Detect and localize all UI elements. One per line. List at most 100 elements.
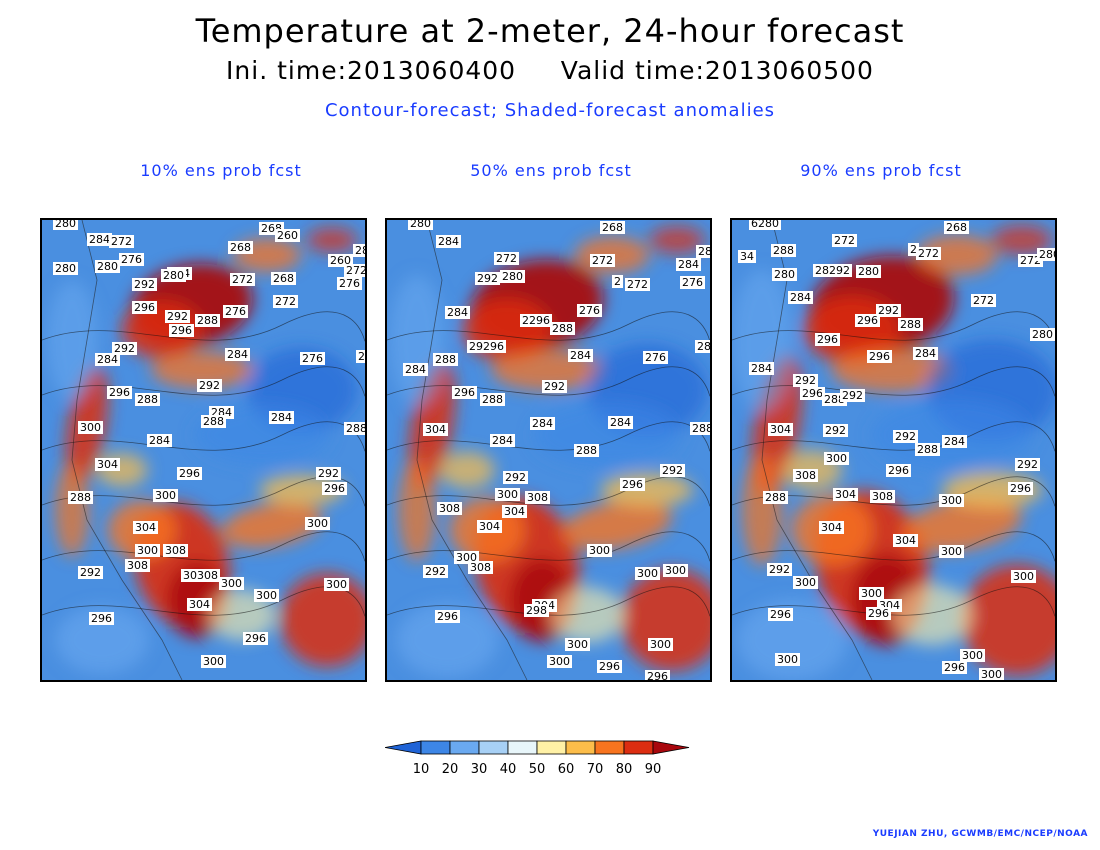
- svg-text:272: 272: [346, 264, 365, 277]
- svg-text:300: 300: [326, 578, 347, 591]
- svg-text:300: 300: [777, 653, 798, 666]
- contour-label: 280: [353, 244, 365, 257]
- contour-label: 296: [866, 607, 891, 620]
- contour-label: 284: [788, 291, 813, 304]
- map-panel-90pct: 6280288272268227227228034280282922802842…: [730, 218, 1057, 682]
- contour-label: 292: [660, 464, 685, 477]
- contour-label: 280: [500, 270, 525, 283]
- svg-text:308: 308: [439, 502, 460, 515]
- svg-text:304: 304: [895, 534, 916, 547]
- svg-text:292: 292: [878, 304, 899, 317]
- contour-label: 296: [942, 661, 967, 674]
- contour-label: 300: [960, 649, 985, 662]
- svg-text:28292: 28292: [815, 264, 850, 277]
- contour-label: 304: [893, 534, 918, 547]
- svg-text:296: 296: [622, 478, 643, 491]
- svg-text:296: 296: [109, 386, 130, 399]
- svg-text:268: 268: [230, 241, 251, 254]
- contour-label: 300: [254, 589, 279, 602]
- contour-label: 296: [620, 478, 645, 491]
- contour-label: 280: [53, 262, 78, 275]
- contour-label: 292: [793, 374, 818, 387]
- colorbar-tick-label: 90: [645, 762, 662, 777]
- svg-text:284: 284: [790, 291, 811, 304]
- svg-text:300: 300: [981, 668, 1002, 680]
- contour-label: 284: [490, 434, 515, 447]
- contour-label: 29296: [467, 340, 506, 353]
- contour-label: 300: [824, 452, 849, 465]
- contour-label: 300: [305, 517, 330, 530]
- svg-text:296: 296: [245, 632, 266, 645]
- contour-label: 308: [437, 502, 462, 515]
- contour-label: 268: [271, 272, 296, 285]
- contour-label: 300: [775, 653, 800, 666]
- svg-text:300: 300: [203, 655, 224, 668]
- svg-text:272: 272: [834, 234, 855, 247]
- panel-title-90pct: 90% ens prob fcst: [800, 161, 962, 180]
- contour-label: 272: [625, 278, 650, 291]
- contour-label: 292: [503, 471, 528, 484]
- contour-label: 296: [169, 324, 194, 337]
- contour-label: 296: [452, 386, 477, 399]
- contour-label: 304: [133, 521, 158, 534]
- svg-text:280: 280: [355, 244, 365, 257]
- svg-text:276: 276: [645, 351, 666, 364]
- contour-label: 300: [547, 655, 572, 668]
- svg-text:280: 280: [410, 220, 431, 230]
- contour-label: 276: [337, 277, 362, 290]
- svg-text:292: 292: [505, 471, 526, 484]
- contour-label: 284: [445, 306, 470, 319]
- contour-label: 276: [680, 276, 705, 289]
- credit-text: YUEJIAN ZHU, GCWMB/EMC/NCEP/NOAA: [872, 829, 1088, 839]
- contour-label: 280: [1030, 328, 1055, 341]
- svg-text:268: 268: [273, 272, 294, 285]
- svg-text:300: 300: [497, 488, 518, 501]
- contour-label: 292: [132, 278, 157, 291]
- svg-text:300: 300: [155, 489, 176, 502]
- svg-text:284: 284: [97, 353, 118, 366]
- svg-text:260: 260: [330, 254, 351, 267]
- contour-label: 300: [454, 551, 479, 564]
- svg-text:308: 308: [127, 559, 148, 572]
- svg-text:292: 292: [895, 430, 916, 443]
- svg-text:276: 276: [225, 305, 246, 318]
- contour-label: 292: [475, 272, 500, 285]
- contour-label: 268: [944, 221, 969, 234]
- svg-text:304: 304: [97, 458, 118, 471]
- svg-text:304: 304: [189, 598, 210, 611]
- contour-label: 292: [78, 566, 103, 579]
- contour-label: 2: [908, 243, 919, 256]
- svg-text:276: 276: [121, 253, 142, 266]
- svg-text:296: 296: [888, 464, 909, 477]
- svg-text:288: 288: [203, 415, 224, 428]
- svg-text:300: 300: [1013, 570, 1034, 583]
- map-panel-10pct: 2802842722762802802682682602802602722762…: [40, 218, 367, 682]
- contour-label: 34: [738, 250, 756, 263]
- svg-text:272: 272: [275, 295, 296, 308]
- contour-label: 292: [165, 310, 190, 323]
- contour-label: 296: [768, 608, 793, 621]
- svg-text:280: 280: [163, 269, 184, 282]
- contour-label: 288: [898, 318, 923, 331]
- svg-text:304: 304: [770, 423, 791, 436]
- contour-label: 296: [855, 314, 880, 327]
- contour-label: 272: [590, 254, 615, 267]
- contour-label: 298: [524, 604, 549, 617]
- contour-label: 308: [525, 491, 550, 504]
- colorbar-segment: [478, 740, 509, 755]
- svg-text:272: 272: [1020, 254, 1041, 267]
- svg-text:300: 300: [665, 564, 686, 577]
- contour-label: 292: [112, 342, 137, 355]
- svg-text:296: 296: [647, 670, 668, 680]
- svg-text:308: 308: [795, 469, 816, 482]
- svg-text:300: 300: [589, 544, 610, 557]
- svg-text:292: 292: [842, 389, 863, 402]
- svg-text:288: 288: [824, 393, 845, 406]
- colorbar-tick-label: 40: [500, 762, 517, 777]
- svg-text:300: 300: [861, 587, 882, 600]
- colorbar-tick-label: 20: [442, 762, 459, 777]
- colorbar-tick-label: 10: [413, 762, 430, 777]
- contour-label: 272: [494, 252, 519, 265]
- contour-label: 284: [608, 416, 633, 429]
- contour-label: 260: [328, 254, 353, 267]
